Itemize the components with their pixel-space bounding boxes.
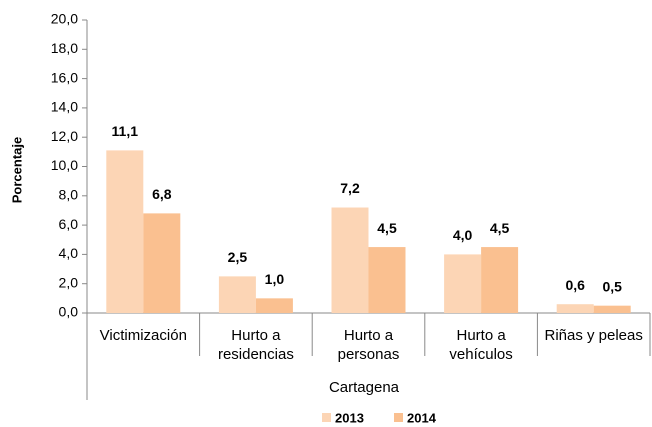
x-axis-title: Cartagena [329,379,400,396]
bar [481,247,519,313]
y-tick-label: 2,0 [59,274,79,290]
y-tick-label: 10,0 [51,157,78,173]
bar [593,305,631,313]
x-tick-label: Hurto a personas [337,327,400,363]
x-tick-label: Hurto a vehículos [449,327,513,363]
bar [218,276,256,313]
legend-label: 2013 [335,410,364,425]
bar [106,150,144,313]
y-tick-label: 18,0 [51,40,78,56]
bar [368,247,406,313]
x-tick-label: Hurto a residencias [217,327,294,363]
value-label: 0,6 [565,277,585,293]
value-label: 6,8 [152,186,172,202]
y-axis-title: Porcentaje [9,137,24,203]
y-tick-label: 20,0 [51,11,78,27]
y-tick-label: 6,0 [59,216,79,232]
y-tick-label: 8,0 [59,187,79,203]
y-tick-label: 14,0 [51,99,78,115]
bar [556,304,594,313]
bar [331,207,369,313]
legend-swatch [322,413,331,422]
value-label: 11,1 [112,123,139,139]
y-tick-label: 0,0 [59,304,79,320]
legend-swatch [394,413,403,422]
value-label: 4,5 [490,220,510,236]
x-tick-label: Victimización [99,327,187,344]
value-label: 4,0 [453,227,473,243]
y-tick-label: 4,0 [59,245,79,261]
legend-label: 2014 [407,410,437,425]
bar [255,298,293,313]
bar [444,254,482,313]
value-label: 7,2 [340,180,360,196]
bar [143,213,181,313]
value-label: 2,5 [228,249,248,265]
y-tick-label: 12,0 [51,128,78,144]
x-tick-label: Riñas y peleas [544,327,643,344]
value-label: 4,5 [377,220,397,236]
value-label: 1,0 [265,271,285,287]
y-tick-label: 16,0 [51,69,78,85]
value-label: 0,5 [602,278,622,294]
